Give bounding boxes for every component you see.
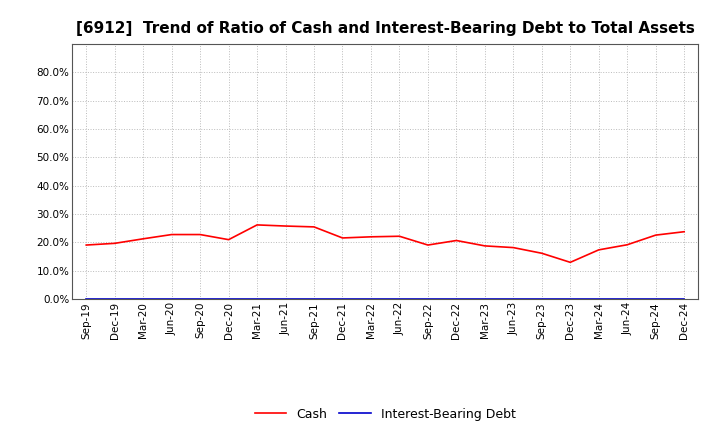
Line: Cash: Cash bbox=[86, 225, 684, 262]
Cash bbox=[253, 222, 261, 227]
Interest-Bearing Debt bbox=[452, 297, 461, 302]
Cash bbox=[310, 224, 318, 230]
Cash bbox=[623, 242, 631, 247]
Cash bbox=[395, 234, 404, 239]
Interest-Bearing Debt bbox=[395, 297, 404, 302]
Interest-Bearing Debt bbox=[82, 297, 91, 302]
Interest-Bearing Debt bbox=[139, 297, 148, 302]
Title: [6912]  Trend of Ratio of Cash and Interest-Bearing Debt to Total Assets: [6912] Trend of Ratio of Cash and Intere… bbox=[76, 21, 695, 36]
Cash bbox=[595, 247, 603, 253]
Interest-Bearing Debt bbox=[338, 297, 347, 302]
Interest-Bearing Debt bbox=[167, 297, 176, 302]
Cash bbox=[652, 232, 660, 238]
Interest-Bearing Debt bbox=[196, 297, 204, 302]
Interest-Bearing Debt bbox=[595, 297, 603, 302]
Cash bbox=[366, 234, 375, 239]
Cash bbox=[480, 243, 489, 249]
Interest-Bearing Debt bbox=[282, 297, 290, 302]
Interest-Bearing Debt bbox=[225, 297, 233, 302]
Legend: Cash, Interest-Bearing Debt: Cash, Interest-Bearing Debt bbox=[250, 403, 521, 425]
Cash bbox=[509, 245, 518, 250]
Cash bbox=[139, 236, 148, 242]
Interest-Bearing Debt bbox=[366, 297, 375, 302]
Cash bbox=[196, 232, 204, 237]
Interest-Bearing Debt bbox=[680, 297, 688, 302]
Cash bbox=[82, 242, 91, 248]
Cash bbox=[537, 251, 546, 256]
Cash bbox=[282, 224, 290, 229]
Cash bbox=[110, 241, 119, 246]
Interest-Bearing Debt bbox=[652, 297, 660, 302]
Cash bbox=[423, 242, 432, 248]
Cash bbox=[225, 237, 233, 242]
Interest-Bearing Debt bbox=[253, 297, 261, 302]
Interest-Bearing Debt bbox=[566, 297, 575, 302]
Cash bbox=[452, 238, 461, 243]
Interest-Bearing Debt bbox=[623, 297, 631, 302]
Interest-Bearing Debt bbox=[537, 297, 546, 302]
Cash bbox=[566, 260, 575, 265]
Cash bbox=[167, 232, 176, 237]
Interest-Bearing Debt bbox=[480, 297, 489, 302]
Interest-Bearing Debt bbox=[423, 297, 432, 302]
Interest-Bearing Debt bbox=[509, 297, 518, 302]
Interest-Bearing Debt bbox=[110, 297, 119, 302]
Cash bbox=[680, 229, 688, 235]
Cash bbox=[338, 235, 347, 241]
Interest-Bearing Debt bbox=[310, 297, 318, 302]
